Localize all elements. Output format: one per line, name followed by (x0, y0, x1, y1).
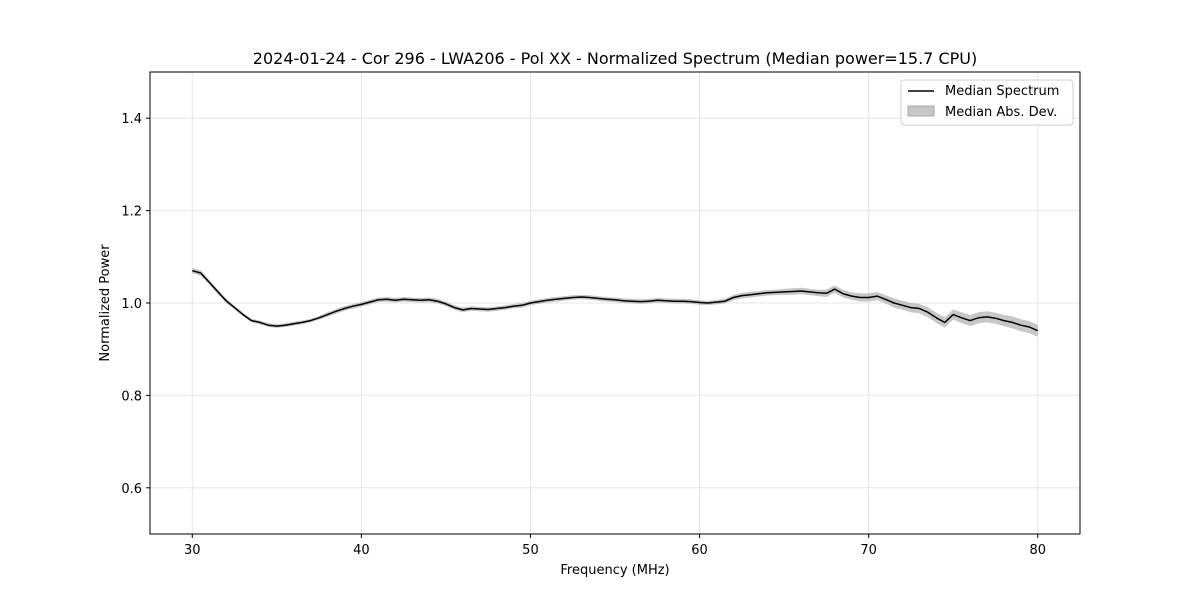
legend-band-swatch (907, 105, 935, 117)
y-tick-label: 0.6 (121, 482, 142, 497)
mad-band-layer (192, 267, 1038, 337)
median-spectrum-line (192, 269, 1039, 332)
y-tick-label: 0.8 (121, 389, 142, 404)
y-tick-label: 1.0 (121, 297, 142, 312)
median-abs-dev-band (192, 267, 1038, 337)
legend-median-abs-dev: Median Abs. Dev. (945, 105, 1057, 120)
median-line-layer (192, 269, 1039, 332)
x-tick-label: 30 (184, 543, 201, 558)
legend: Median Spectrum Median Abs. Dev. (900, 79, 1074, 126)
x-axis-ticks: 30 40 50 60 70 80 (184, 534, 1046, 558)
y-axis-ticks: 0.6 0.8 1.0 1.2 1.4 (121, 112, 150, 497)
legend-box (900, 79, 1074, 126)
y-tick-label: 1.2 (121, 205, 142, 220)
y-axis-label: Normalized Power (98, 244, 113, 362)
x-tick-label: 40 (353, 543, 370, 558)
x-tick-label: 70 (860, 543, 877, 558)
chart-title: 2024-01-24 - Cor 296 - LWA206 - Pol XX -… (253, 49, 977, 68)
x-axis-label: Frequency (MHz) (560, 563, 669, 578)
legend-median-spectrum: Median Spectrum (945, 84, 1059, 99)
x-tick-label: 80 (1029, 543, 1046, 558)
x-tick-label: 60 (691, 543, 708, 558)
x-tick-label: 50 (522, 543, 539, 558)
y-tick-label: 1.4 (121, 112, 142, 127)
